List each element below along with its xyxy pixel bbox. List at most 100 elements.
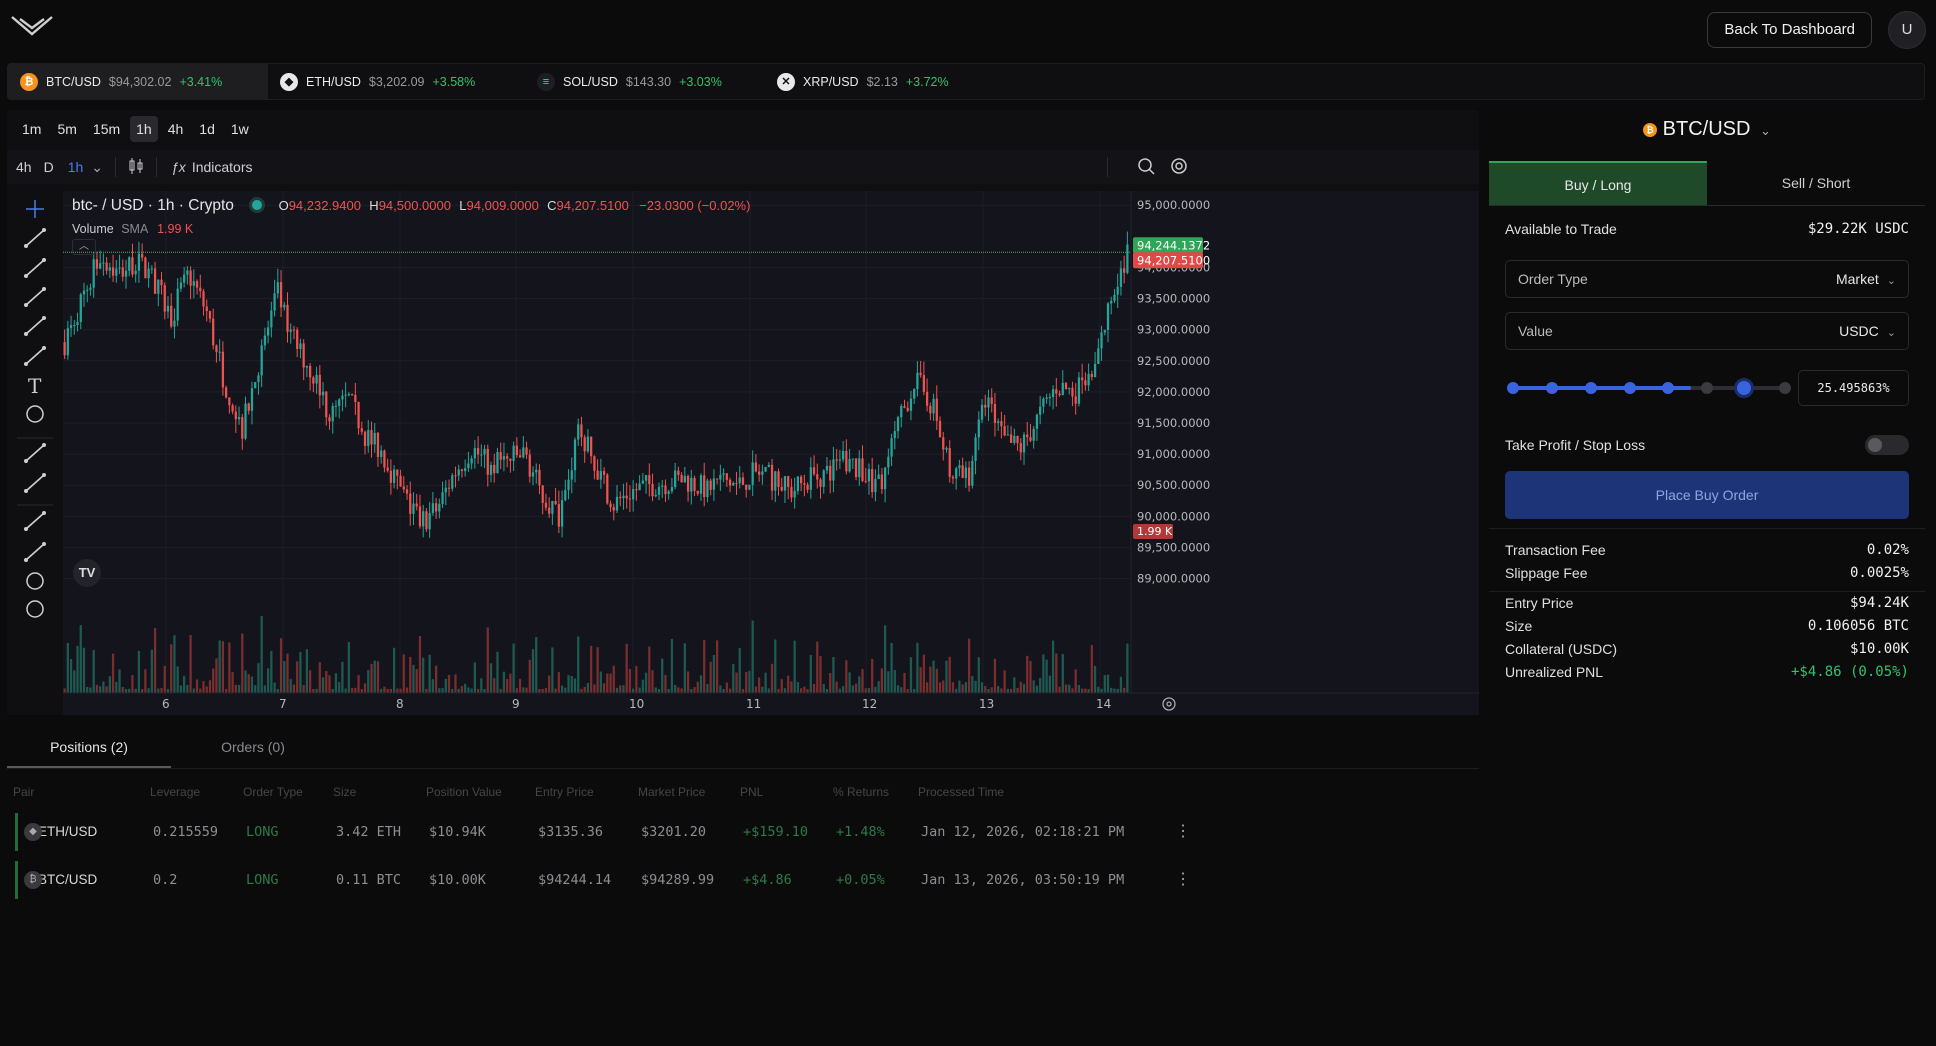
chevron-down-icon: ⌄ xyxy=(1760,123,1771,138)
volume-bar xyxy=(1042,654,1045,693)
tf-1d[interactable]: 1d xyxy=(199,121,215,137)
candle xyxy=(848,448,851,473)
tf-1h[interactable]: 1h xyxy=(130,116,158,142)
volume-bar xyxy=(906,688,909,693)
indicators-button[interactable]: Indicators xyxy=(191,159,253,175)
ticker-sol[interactable]: ≡ SOL/USD $143.30 +3.03% xyxy=(525,64,765,99)
volume-bar xyxy=(919,667,922,693)
ruler-icon[interactable] xyxy=(24,443,46,463)
slider-step[interactable] xyxy=(1507,382,1519,394)
tradingview-logo[interactable]: TV xyxy=(73,559,101,587)
lock-draw-icon[interactable] xyxy=(24,542,46,562)
volume-bar xyxy=(483,688,486,693)
ticker-btc[interactable]: ₿ BTC/USD $94,302.02 +3.41% xyxy=(8,64,268,99)
alert-icon[interactable] xyxy=(1137,156,1155,179)
volume-bar xyxy=(1051,640,1055,693)
tab-buy-long[interactable]: Buy / Long xyxy=(1489,161,1707,205)
toolbar-tf-d[interactable]: D xyxy=(43,159,54,175)
slider-thumb[interactable] xyxy=(1734,378,1755,398)
candle xyxy=(751,450,754,497)
volume-bar xyxy=(806,688,809,693)
chevron-down-icon[interactable]: ⌄ xyxy=(91,158,104,175)
tab-positions[interactable]: Positions (2) xyxy=(7,725,171,768)
eye-icon[interactable] xyxy=(26,600,44,618)
pattern-icon[interactable] xyxy=(24,287,46,307)
brush-icon[interactable] xyxy=(24,346,46,366)
pair-selector[interactable]: ₿ BTC/USD ⌄ xyxy=(1489,118,1925,141)
tf-5m[interactable]: 5m xyxy=(57,121,77,137)
magnet-icon[interactable] xyxy=(24,511,46,531)
volume-bar xyxy=(118,669,121,693)
candle xyxy=(86,285,89,303)
avatar[interactable]: U xyxy=(1888,11,1926,49)
volume-bar xyxy=(134,688,137,693)
candle xyxy=(935,385,938,430)
summary-label: Unrealized PNL xyxy=(1505,664,1604,680)
percent-input[interactable]: 25.495863% xyxy=(1798,370,1909,406)
fib-icon[interactable] xyxy=(24,316,46,336)
y-tick-label: 93,000.0000 xyxy=(1137,323,1210,337)
order-type-select[interactable]: Order Type Market ⌄ xyxy=(1505,260,1909,298)
svg-text:94,207.5100: 94,207.5100 xyxy=(1137,253,1210,267)
table-row[interactable]: BTC/USD 0.2 LONG 0.11 BTC $10.00K $94244.14 $9… xyxy=(15,861,1479,899)
slider-step[interactable] xyxy=(1779,382,1791,394)
settings-icon[interactable] xyxy=(1169,156,1189,179)
volume-bar xyxy=(599,671,602,693)
value-input[interactable]: Value USDC ⌄ xyxy=(1505,312,1909,350)
volume-bar xyxy=(357,675,360,693)
text-icon[interactable]: T xyxy=(28,374,42,398)
candle xyxy=(990,388,993,413)
lock-icon[interactable] xyxy=(26,572,44,590)
trend-line-icon[interactable] xyxy=(24,228,46,248)
toolbar-tf-1h[interactable]: 1h xyxy=(67,159,84,175)
column-header: Entry Price xyxy=(535,785,594,799)
slider-step[interactable] xyxy=(1623,382,1636,394)
candle xyxy=(250,381,254,425)
candle xyxy=(825,457,829,475)
candlestick-icon[interactable] xyxy=(128,157,144,178)
volume-bar xyxy=(69,659,73,693)
collapse-legend-button[interactable]: ︿ xyxy=(72,239,96,255)
tab-orders[interactable]: Orders (0) xyxy=(221,739,285,755)
candle xyxy=(864,467,867,484)
slider-step[interactable] xyxy=(1701,382,1714,394)
zoom-icon[interactable] xyxy=(24,473,46,493)
axis-settings-icon[interactable] xyxy=(1162,697,1176,711)
more-options-icon[interactable]: ⋮ xyxy=(1175,871,1191,888)
tab-sell-short[interactable]: Sell / Short xyxy=(1781,175,1851,191)
price-chart[interactable]: 95,000.000094,000.000093,500.000093,000.… xyxy=(63,191,1479,715)
volume-bar xyxy=(990,687,993,693)
back-to-dashboard-button[interactable]: Back To Dashboard xyxy=(1707,12,1872,48)
volume-bar xyxy=(615,687,619,693)
candle xyxy=(958,459,961,477)
more-options-icon[interactable]: ⋮ xyxy=(1175,823,1191,840)
candlestick-chart[interactable]: 95,000.000094,000.000093,500.000093,000.… xyxy=(63,191,1479,715)
volume-bar xyxy=(321,677,325,693)
crosshair-icon[interactable] xyxy=(26,200,44,218)
horizontal-lines-icon[interactable] xyxy=(24,258,46,278)
slider-step[interactable] xyxy=(1662,382,1675,394)
amount-slider[interactable] xyxy=(1507,378,1791,398)
volume-bar xyxy=(573,678,577,693)
tf-1w[interactable]: 1w xyxy=(230,121,249,137)
candle xyxy=(1042,396,1045,414)
volume-bar xyxy=(803,686,806,693)
ticker-eth[interactable]: ◆ ETH/USD $3,202.09 +3.58% xyxy=(268,64,525,99)
slider-step[interactable] xyxy=(1545,382,1558,394)
tf-4h[interactable]: 4h xyxy=(167,121,184,137)
volume-bar xyxy=(948,656,951,693)
volume-bar xyxy=(108,676,111,693)
toolbar-tf-4h[interactable]: 4h xyxy=(16,159,32,175)
slider-step[interactable] xyxy=(1584,382,1597,394)
tpsl-toggle[interactable] xyxy=(1865,435,1909,455)
candle xyxy=(1009,426,1013,444)
emoji-icon[interactable] xyxy=(26,405,44,423)
ticker-xrp[interactable]: ✕ XRP/USD $2.13 +3.72% xyxy=(765,64,1005,99)
y-tick-label: 93,500.0000 xyxy=(1137,292,1210,306)
logo-icon[interactable] xyxy=(10,14,54,41)
table-row[interactable]: ETH/USD 0.215559 LONG 3.42 ETH $10.94K $3135.… xyxy=(15,813,1479,851)
tf-15m[interactable]: 15m xyxy=(92,121,121,137)
place-buy-order-button[interactable]: Place Buy Order xyxy=(1505,471,1909,519)
tf-1m[interactable]: 1m xyxy=(22,121,42,137)
volume-bar xyxy=(525,687,528,693)
